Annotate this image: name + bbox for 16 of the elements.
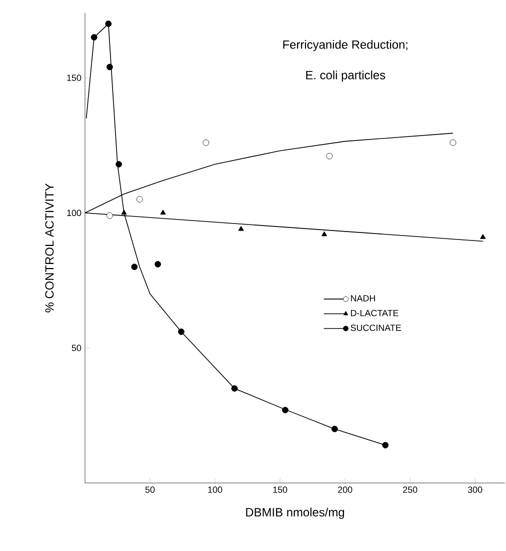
- x-tick-label: 150: [273, 486, 288, 493]
- legend-label: SUCCINATE: [350, 324, 402, 331]
- x-tick-label: 300: [468, 486, 482, 493]
- x-tick-label: 50: [145, 486, 155, 493]
- x-axis-title: DBMIB nmoles/mg: [246, 508, 344, 519]
- y-tick-label: 100: [67, 210, 82, 216]
- text: E. coli particles: [306, 70, 386, 82]
- y-tick-label: 150: [67, 74, 82, 81]
- text: Ferricyanide Reduction;: [283, 40, 408, 52]
- legend-label: NADH: [351, 295, 375, 302]
- x-tick-label: 250: [403, 486, 418, 493]
- legend-label: D-LACTATE: [351, 310, 398, 316]
- x-tick-label: 100: [208, 486, 222, 493]
- x-tick-label: 200: [338, 486, 352, 493]
- y-tick-label: 50: [72, 344, 82, 352]
- y-axis-title: % CONTROL ACTIVITY: [45, 184, 54, 312]
